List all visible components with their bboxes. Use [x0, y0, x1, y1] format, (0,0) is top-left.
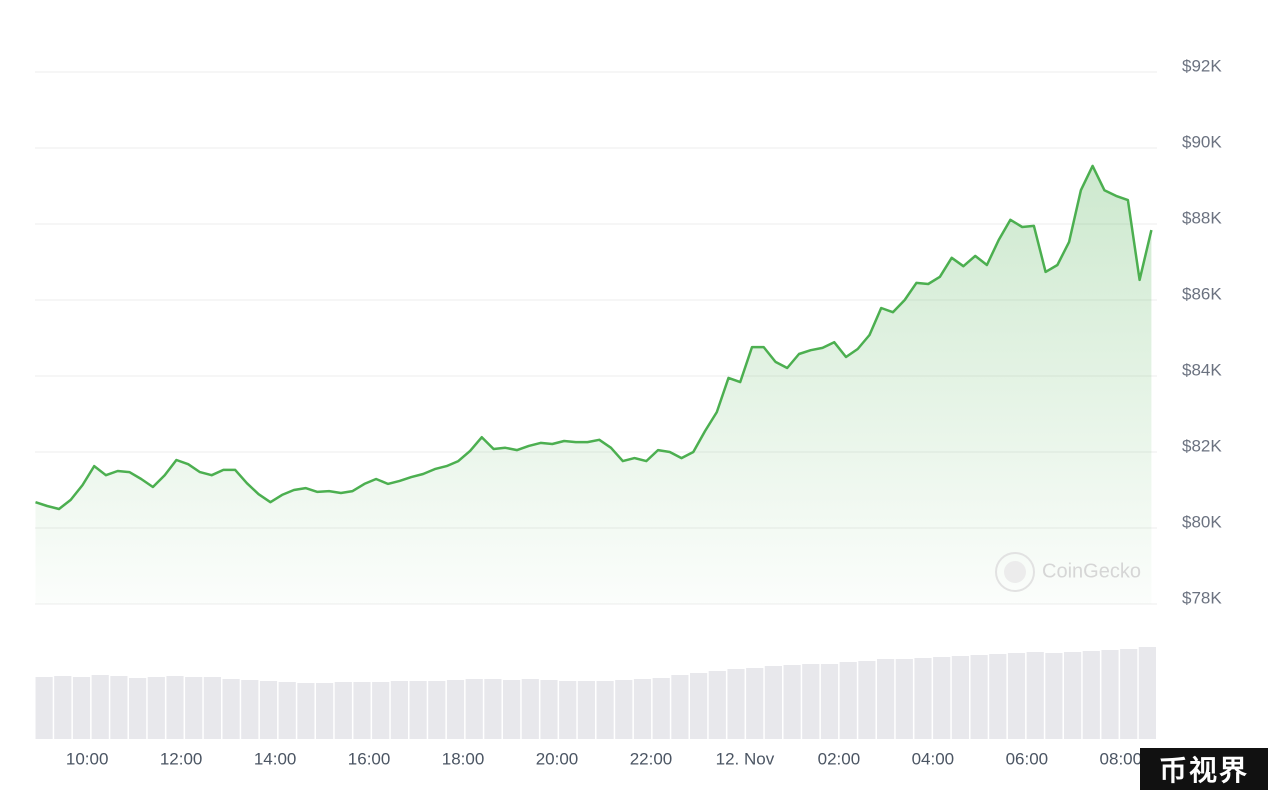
watermark-logo	[995, 552, 1035, 592]
volume-bar	[1120, 649, 1138, 739]
x-tick-label: 18:00	[442, 749, 485, 768]
x-tick-label: 16:00	[348, 749, 391, 768]
volume-bar	[465, 679, 483, 739]
volume-bar	[933, 657, 951, 739]
x-tick-label: 04:00	[912, 749, 955, 768]
volume-bar	[1138, 647, 1156, 739]
y-tick-label: $82K	[1182, 436, 1222, 455]
volume-bar	[858, 661, 876, 739]
x-tick-label: 06:00	[1006, 749, 1049, 768]
x-tick-label: 12. Nov	[716, 749, 775, 768]
volume-bar	[521, 679, 539, 739]
volume-bar	[484, 679, 502, 739]
volume-bar	[577, 681, 595, 739]
volume-bar	[1007, 653, 1026, 739]
volume-bar	[951, 656, 969, 739]
x-tick-label: 08:00	[1100, 749, 1143, 768]
volume-bar	[783, 665, 801, 739]
volume-bar	[91, 675, 109, 739]
volume-bar	[241, 680, 259, 739]
volume-bar	[1082, 651, 1100, 739]
watermark-text: CoinGecko	[1042, 560, 1141, 582]
watermark: CoinGecko	[995, 552, 1141, 592]
volume-bar	[746, 668, 764, 739]
y-tick-label: $92K	[1182, 56, 1222, 75]
volume-bar	[446, 680, 465, 739]
volume-bar	[222, 679, 240, 739]
volume-bar	[970, 655, 988, 739]
volume-bar	[203, 677, 221, 739]
volume-bar	[1064, 652, 1082, 739]
volume-bar	[428, 681, 446, 739]
volume-bar	[820, 664, 839, 739]
x-tick-label: 14:00	[254, 749, 297, 768]
volume-bar	[1026, 652, 1044, 739]
volume-bar	[596, 681, 614, 739]
volume-bar	[147, 677, 165, 739]
volume-bar	[110, 676, 128, 739]
volume-bar	[839, 662, 857, 739]
y-tick-label: $90K	[1182, 132, 1222, 151]
volume-bar	[615, 680, 633, 739]
y-tick-label: $78K	[1182, 588, 1222, 607]
x-tick-label: 10:00	[66, 749, 109, 768]
volume-bar	[540, 680, 558, 739]
volume-bar	[297, 683, 315, 739]
x-tick-label: 02:00	[818, 749, 861, 768]
watermark-logo-inner	[1004, 561, 1026, 583]
volume-bar	[503, 680, 521, 739]
volume-bar	[708, 671, 726, 739]
y-tick-label: $80K	[1182, 512, 1222, 531]
price-area	[35, 165, 1152, 604]
price-line	[35, 164, 1153, 511]
volume-bar	[914, 658, 932, 739]
y-tick-label: $84K	[1182, 360, 1222, 379]
volume-bar	[129, 678, 147, 739]
y-tick-label: $86K	[1182, 284, 1222, 303]
volume-bar	[877, 659, 895, 739]
volume-bar	[353, 682, 371, 739]
volume-bar	[1045, 653, 1063, 739]
volume-bar	[409, 681, 427, 739]
volume-bar	[334, 682, 352, 739]
volume-bar	[278, 682, 296, 739]
badge: 币视界	[1140, 748, 1268, 790]
volume-bar	[1101, 650, 1119, 739]
volume-bar	[764, 666, 782, 739]
volume-bar	[727, 669, 745, 739]
volume-bar	[633, 679, 652, 739]
volume-bar	[559, 681, 577, 739]
x-tick-label: 20:00	[536, 749, 579, 768]
volume-bar	[671, 675, 689, 739]
x-tick-label: 12:00	[160, 749, 203, 768]
volume-bar	[185, 677, 203, 739]
volume-bar	[35, 677, 53, 739]
x-tick-label: 22:00	[630, 749, 673, 768]
volume-bar	[316, 683, 334, 739]
volume-bar	[989, 654, 1007, 739]
volume-bar	[372, 682, 390, 739]
volume-bar	[690, 673, 708, 739]
volume-bar	[802, 664, 820, 739]
volume-bar	[72, 677, 91, 739]
volume-bar	[166, 676, 184, 739]
volume-bar	[259, 681, 278, 739]
volume-bar	[54, 676, 72, 739]
volume-bar	[895, 659, 913, 739]
y-tick-label: $88K	[1182, 208, 1222, 227]
volume-bar	[652, 678, 670, 739]
volume-bar	[390, 681, 408, 739]
